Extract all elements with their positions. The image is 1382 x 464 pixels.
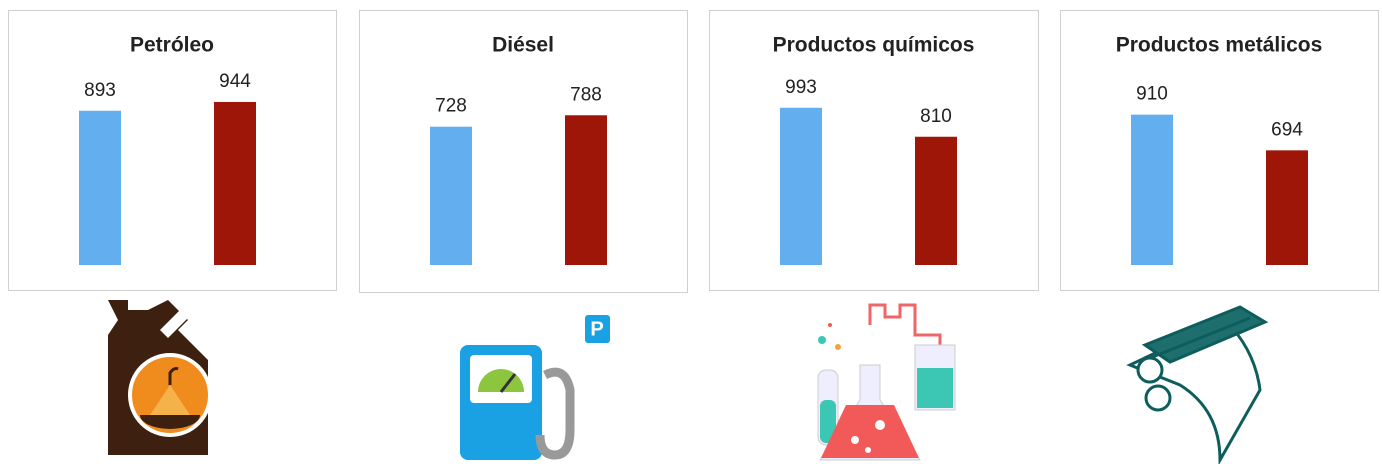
value-label: 810: [920, 106, 952, 127]
chart-title: Diésel: [492, 34, 554, 57]
oil-can-icon: [108, 300, 212, 455]
lab-icon: [817, 303, 956, 461]
chart-title: Petróleo: [130, 34, 214, 57]
bar: [79, 110, 121, 265]
bar: [780, 107, 822, 266]
bar: [915, 136, 957, 265]
value-label: 788: [570, 84, 602, 105]
bar: [565, 115, 607, 265]
value-label: 944: [219, 71, 251, 92]
value-label: 694: [1271, 119, 1303, 140]
fuel-pump-icon: P: [460, 315, 610, 460]
value-label: 728: [435, 96, 467, 117]
value-label: 910: [1136, 84, 1168, 105]
value-label: 893: [84, 80, 116, 101]
panel-frames: [8, 10, 1379, 293]
bar: [430, 126, 472, 266]
chart-title: Productos químicos: [773, 34, 975, 57]
bar: [214, 101, 256, 265]
value-label: 993: [785, 77, 817, 98]
bar: [1131, 114, 1173, 265]
bar: [1266, 150, 1308, 265]
panel: [359, 10, 688, 293]
panel: [8, 10, 337, 291]
panel: [709, 10, 1039, 291]
parking-sign: P: [590, 318, 603, 340]
panel: [1060, 10, 1379, 291]
chart-title: Productos metálicos: [1116, 34, 1323, 57]
metal-rolls-icon: [1126, 305, 1269, 464]
